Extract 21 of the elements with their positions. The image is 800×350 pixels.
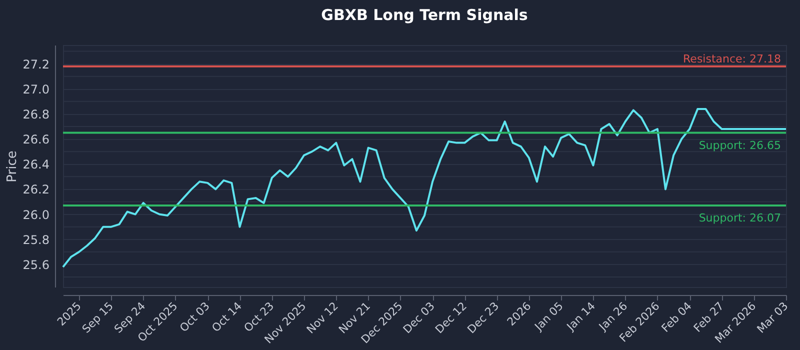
line-series: [62, 108, 787, 268]
ref-line-label: Support: 26.65: [698, 138, 781, 152]
ref-line-label: Resistance: 27.18: [683, 52, 781, 66]
x-tick-label: Mar 03: [754, 300, 791, 336]
y-tick-label: 26.8: [22, 107, 50, 122]
y-tick-label: 26.2: [22, 182, 50, 197]
x-tick-label: Dec 23: [464, 300, 502, 336]
y-tick-label: 26.0: [22, 208, 50, 222]
x-tick-label: Feb 04: [659, 300, 694, 335]
y-axis-title: Price: [4, 150, 20, 182]
y-tick-label: 26.6: [22, 132, 50, 147]
y-tick-label: 26.4: [22, 158, 50, 172]
chart-title: GBXB Long Term Signals: [321, 6, 528, 24]
y-tick-label: 27.0: [22, 82, 50, 96]
y-tick-label: 27.2: [22, 57, 50, 72]
x-tick-label: Jan 14: [564, 300, 598, 334]
x-tick-label: Sep 15: [80, 300, 116, 336]
y-tick-label: 25.6: [22, 258, 50, 272]
ref-line-label: Support: 26.07: [698, 211, 781, 224]
x-tick-label: Jan 05: [532, 300, 566, 334]
y-tick-label: 25.8: [22, 232, 50, 247]
